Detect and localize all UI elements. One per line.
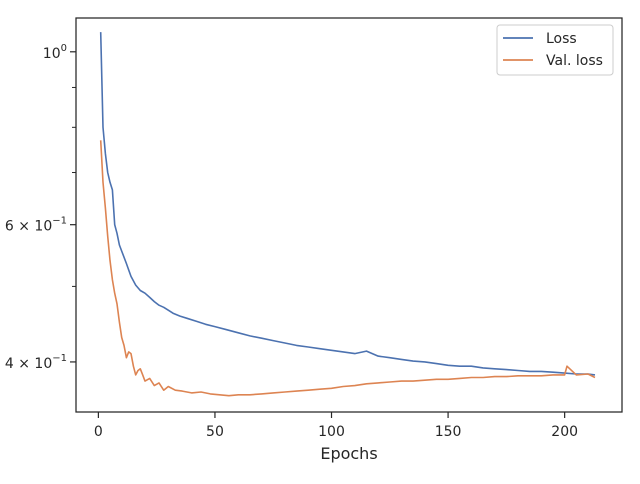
y-tick-label: 100 — [43, 43, 67, 62]
x-tick-label: 200 — [551, 424, 578, 440]
legend-label-loss: Loss — [546, 31, 577, 47]
legend: Loss Val. loss — [496, 24, 614, 76]
y-tick-label: 4 × 10−1 — [5, 353, 67, 372]
x-axis-label: Epochs — [320, 444, 377, 463]
x-tick-label: 0 — [94, 424, 103, 440]
y-tick-label: 6 × 10−1 — [5, 216, 67, 235]
x-tick-label: 50 — [206, 424, 224, 440]
axis-ticks: 0 50 100 150 200 4 × 10−1 6 × 10−1 100 — [5, 43, 578, 440]
legend-label-val-loss: Val. loss — [546, 53, 603, 69]
x-tick-label: 100 — [318, 424, 345, 440]
x-tick-label: 150 — [435, 424, 462, 440]
series-lines — [99, 32, 596, 397]
plot-frame — [75, 17, 623, 413]
series-line-val-loss — [99, 140, 596, 397]
series-line-loss — [99, 32, 596, 376]
